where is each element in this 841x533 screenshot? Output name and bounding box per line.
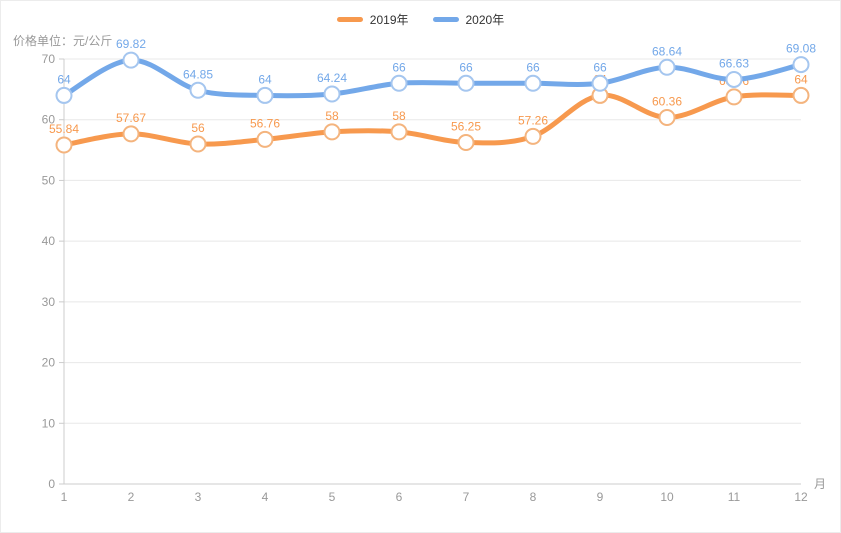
point-label-2020-m9: 66: [593, 60, 607, 74]
x-axis-label-1: 1: [61, 490, 68, 504]
point-2019-m7[interactable]: [457, 133, 475, 151]
x-axis-unit-label: 月: [814, 477, 826, 491]
y-axis-label-10: 10: [42, 416, 56, 430]
legend-item-2020[interactable]: 2020年: [432, 11, 505, 28]
point-2019-m8[interactable]: [524, 127, 542, 145]
point-label-2020-m10: 68.64: [652, 44, 682, 58]
point-label-2020-m1: 64: [57, 72, 71, 86]
point-2019-m11[interactable]: [725, 88, 743, 106]
point-label-2019-m6: 58: [392, 109, 406, 123]
point-2019-m6[interactable]: [390, 123, 408, 141]
x-axis-label-11: 11: [728, 490, 741, 504]
point-2020-m8[interactable]: [524, 74, 542, 92]
point-2019-m2[interactable]: [122, 125, 140, 143]
point-2020-m6[interactable]: [390, 74, 408, 92]
point-label-2020-m7: 66: [459, 60, 473, 74]
point-2019-m10[interactable]: [658, 109, 676, 127]
x-axis-label-5: 5: [329, 490, 336, 504]
point-2020-m7[interactable]: [457, 74, 475, 92]
point-2020-m1[interactable]: [55, 86, 73, 104]
x-axis-label-2: 2: [128, 490, 135, 504]
legend-marker-2020-icon: [432, 16, 459, 22]
point-2020-m2[interactable]: [122, 51, 140, 69]
y-axis-label-60: 60: [42, 113, 56, 127]
point-2020-m5[interactable]: [323, 85, 341, 103]
point-label-2020-m8: 66: [526, 60, 540, 74]
y-axis-label-70: 70: [42, 52, 56, 66]
x-axis-label-3: 3: [195, 490, 202, 504]
series-line-2020: [61, 57, 804, 99]
point-label-2020-m3: 64.85: [183, 67, 213, 81]
point-2020-m11[interactable]: [725, 70, 743, 88]
legend-marker-2019-icon: [336, 16, 363, 22]
x-axis-label-10: 10: [660, 490, 674, 504]
point-label-2020-m5: 64.24: [317, 71, 347, 85]
point-label-2019-m3: 56: [191, 121, 205, 135]
x-axis-label-12: 12: [794, 490, 808, 504]
point-label-2020-m4: 64: [258, 72, 272, 86]
point-2019-m12[interactable]: [792, 86, 810, 104]
point-2019-m4[interactable]: [256, 130, 274, 148]
y-axis-label-50: 50: [42, 173, 56, 187]
y-axis-label-40: 40: [42, 234, 56, 248]
y-axis-label-30: 30: [42, 295, 56, 309]
point-label-2019-m1: 55.84: [49, 122, 79, 136]
y-axis-label-0: 0: [48, 477, 55, 491]
point-label-2019-m8: 57.26: [518, 113, 548, 127]
point-label-2020-m12: 69.08: [786, 42, 816, 56]
point-label-2019-m2: 57.67: [116, 111, 146, 125]
point-2019-m5[interactable]: [323, 123, 341, 141]
point-2020-m10[interactable]: [658, 58, 676, 76]
x-axis-label-8: 8: [530, 490, 537, 504]
x-axis-label-6: 6: [396, 490, 403, 504]
x-axis-label-4: 4: [262, 490, 269, 504]
point-label-2019-m10: 60.36: [652, 95, 682, 109]
legend: 2019年 2020年: [1, 10, 840, 28]
point-label-2019-m5: 58: [325, 109, 339, 123]
point-2019-m3[interactable]: [189, 135, 207, 153]
point-label-2020-m6: 66: [392, 60, 406, 74]
point-label-2020-m2: 69.82: [116, 37, 146, 51]
legend-item-2019[interactable]: 2019年: [336, 11, 409, 28]
x-axis-label-9: 9: [597, 490, 604, 504]
y-axis-label-20: 20: [42, 356, 56, 370]
point-2020-m12[interactable]: [792, 56, 810, 74]
point-2020-m3[interactable]: [189, 81, 207, 99]
point-label-2019-m7: 56.25: [451, 119, 481, 133]
legend-label-2019: 2019年: [369, 12, 409, 27]
point-2019-m1[interactable]: [55, 136, 73, 154]
y-axis-title: 价格单位：元/公斤: [13, 34, 113, 48]
legend-label-2020: 2020年: [465, 12, 505, 27]
point-label-2019-m12: 64: [794, 72, 808, 86]
point-2020-m4[interactable]: [256, 86, 274, 104]
point-label-2020-m11: 66.63: [719, 56, 749, 70]
point-label-2019-m4: 56.76: [250, 116, 280, 130]
point-2020-m9[interactable]: [591, 74, 609, 92]
x-axis-label-7: 7: [463, 490, 470, 504]
